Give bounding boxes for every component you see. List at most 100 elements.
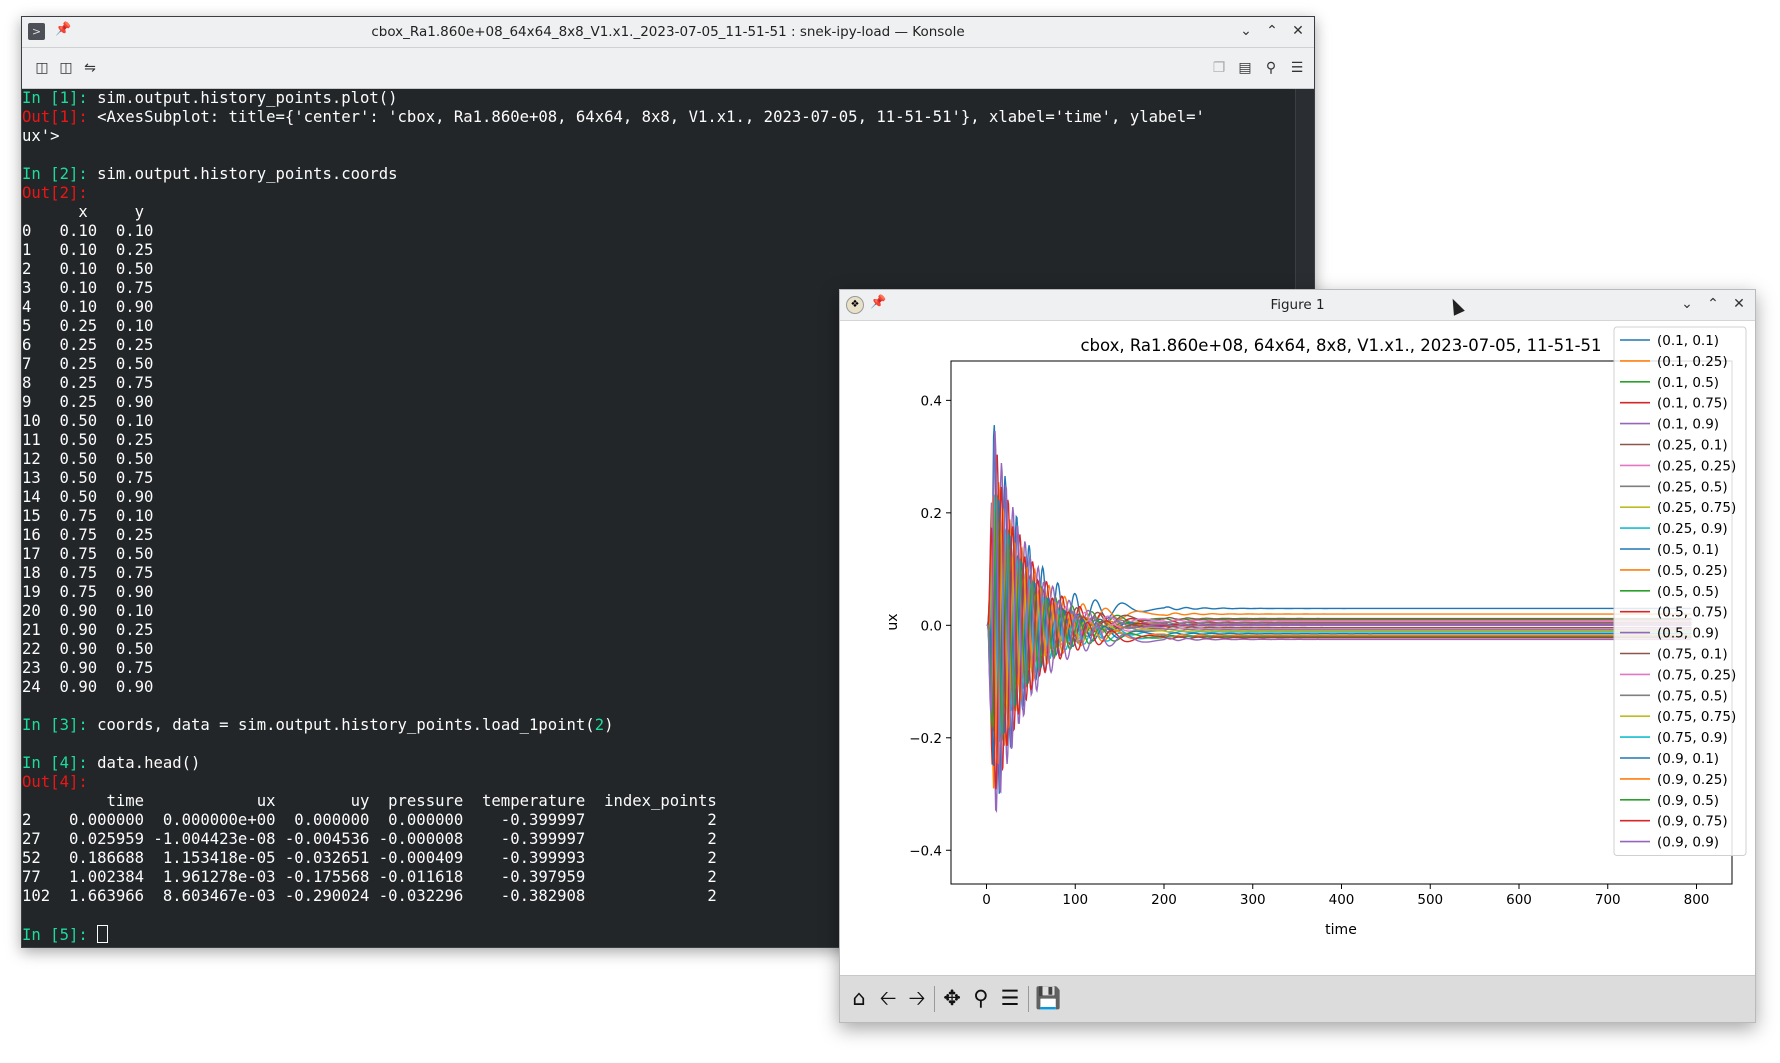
terminal-line: Out[4]: (22, 773, 1292, 792)
pin-icon[interactable]: 📌 (55, 22, 72, 37)
legend-label: (0.25, 0.25) (1657, 458, 1736, 474)
zoom-icon[interactable]: ⚲ (973, 986, 989, 1010)
terminal-text: 20 0.90 0.10 (22, 602, 154, 620)
legend-label: (0.5, 0.25) (1657, 563, 1728, 579)
series-line (986, 494, 1692, 741)
legend-label: (0.9, 0.5) (1657, 793, 1719, 809)
terminal-line: 102 1.663966 8.603467e-03 -0.290024 -0.0… (22, 887, 1292, 906)
input-prompt: In [4]: (22, 754, 88, 772)
terminal-text: 23 0.90 0.75 (22, 659, 154, 677)
save-icon[interactable]: 💾 (1035, 986, 1062, 1010)
terminal-text: 12 0.50 0.50 (22, 450, 154, 468)
input-prompt: In [1]: (22, 89, 88, 107)
home-icon[interactable]: ⌂ (852, 986, 866, 1010)
toolbar-separator (1028, 986, 1029, 1012)
maximize-icon[interactable]: ⌃ (1266, 23, 1278, 39)
terminal-text: x y (22, 203, 145, 221)
settings-icon[interactable]: ⇋ (84, 60, 96, 76)
terminal-line: ux'> (22, 127, 1292, 146)
terminal-app-icon: > (28, 23, 45, 40)
legend-label: (0.75, 0.1) (1657, 647, 1728, 663)
x-tick-label: 200 (1151, 892, 1177, 908)
minimize-icon[interactable]: ⌄ (1681, 296, 1693, 312)
copy-icon[interactable]: ❐ (1212, 60, 1226, 76)
series-line (986, 486, 1692, 790)
y-tick-label: 0.4 (921, 393, 942, 409)
terminal-line: 22 0.90 0.50 (22, 640, 1292, 659)
paste-icon[interactable]: ▤ (1238, 60, 1252, 76)
y-tick-label: 0.0 (921, 618, 942, 634)
terminal-line: 16 0.75 0.25 (22, 526, 1292, 545)
legend-label: (0.25, 0.1) (1657, 438, 1728, 454)
terminal-line: 6 0.25 0.25 (22, 336, 1292, 355)
output-prompt: Out[4]: (22, 773, 88, 791)
legend-label: (0.9, 0.1) (1657, 751, 1719, 767)
terminal-text: 5 0.25 0.10 (22, 317, 154, 335)
argument-number: 2 (594, 716, 605, 734)
plot-canvas[interactable]: cbox, Ra1.860e+08, 64x64, 8x8, V1.x1., 2… (840, 321, 1755, 974)
back-arrow-icon[interactable]: 🡠 (879, 986, 897, 1010)
terminal-line: 77 1.002384 1.961278e-03 -0.175568 -0.01… (22, 868, 1292, 887)
terminal-line: 23 0.90 0.75 (22, 659, 1292, 678)
terminal-text: 21 0.90 0.25 (22, 621, 154, 639)
pin-icon[interactable]: 📌 (870, 295, 887, 310)
terminal-line: 4 0.10 0.90 (22, 298, 1292, 317)
konsole-toolbar: ◫ ◫ ⇋ ❐ ▤ ⚲ ☰ (22, 48, 1314, 89)
input-prompt: In [3]: (22, 716, 88, 734)
x-tick-label: 300 (1240, 892, 1266, 908)
matplotlib-toolbar: ⌂ 🡠 🡢 ✥ ⚲ ☰ 💾 (840, 975, 1755, 1022)
terminal-text: 16 0.75 0.25 (22, 526, 154, 544)
terminal-line: 21 0.90 0.25 (22, 621, 1292, 640)
legend-label: (0.1, 0.9) (1657, 417, 1719, 433)
figure-titlebar[interactable]: ❖ 📌 Figure 1 ⌄ ⌃ ✕ (840, 290, 1755, 321)
close-icon[interactable]: ✕ (1292, 23, 1304, 39)
legend-label: (0.9, 0.25) (1657, 772, 1728, 788)
terminal-text: 0 0.10 0.10 (22, 222, 154, 240)
x-tick-label: 0 (982, 892, 991, 908)
terminal-line: In [2]: sim.output.history_points.coords (22, 165, 1292, 184)
pan-icon[interactable]: ✥ (943, 986, 961, 1010)
legend-label: (0.75, 0.75) (1657, 709, 1736, 725)
terminal-line: In [4]: data.head() (22, 754, 1292, 773)
x-tick-label: 700 (1595, 892, 1621, 908)
terminal-text: 8 0.25 0.75 (22, 374, 154, 392)
terminal-line: 8 0.25 0.75 (22, 374, 1292, 393)
terminal-line: In [3]: coords, data = sim.output.histor… (22, 716, 1292, 735)
minimize-icon[interactable]: ⌄ (1240, 23, 1252, 39)
terminal-text: ) (604, 716, 614, 734)
configure-subplots-icon[interactable]: ☰ (1000, 986, 1020, 1010)
x-axis-label: time (1325, 922, 1357, 938)
forward-arrow-icon[interactable]: 🡢 (908, 986, 926, 1010)
find-icon[interactable]: ⚲ (1265, 60, 1277, 76)
y-tick-label: −0.2 (909, 731, 942, 747)
figure-window[interactable]: ❖ 📌 Figure 1 ⌄ ⌃ ✕ cbox, Ra1.860e+08, 64… (839, 289, 1756, 1023)
terminal-text: sim.output.history_points.coords (87, 165, 398, 183)
y-tick-label: 0.2 (921, 506, 942, 522)
hamburger-menu-icon[interactable]: ☰ (1290, 60, 1304, 76)
maximize-icon[interactable]: ⌃ (1707, 296, 1719, 312)
legend: (0.1, 0.1) (0.1, 0.25) (0.1, 0.5) (0.1, 0.7… (1613, 326, 1747, 856)
legend-label: (0.5, 0.5) (1657, 584, 1719, 600)
input-prompt: In [2]: (22, 165, 88, 183)
konsole-titlebar[interactable]: > 📌 cbox_Ra1.860e+08_64x64_8x8_V1.x1._20… (22, 17, 1314, 48)
terminal-text: ux'> (22, 127, 60, 145)
series-line (986, 519, 1692, 748)
terminal-line: 5 0.25 0.10 (22, 317, 1292, 336)
new-tab-icon[interactable]: ◫ (35, 60, 49, 76)
terminal-output[interactable]: In [1]: sim.output.history_points.plot()… (22, 89, 1292, 947)
terminal-line: 7 0.25 0.50 (22, 355, 1292, 374)
terminal-text: 52 0.186688 1.153418e-05 -0.032651 -0.00… (22, 849, 717, 867)
x-tick-label: 500 (1417, 892, 1443, 908)
split-view-icon[interactable]: ◫ (59, 60, 73, 76)
terminal-text (88, 926, 97, 944)
terminal-line: 2 0.10 0.50 (22, 260, 1292, 279)
figure-window-title: Figure 1 (1270, 297, 1325, 313)
series-line (986, 481, 1692, 789)
terminal-text: 9 0.25 0.90 (22, 393, 154, 411)
legend-label: (0.25, 0.9) (1657, 521, 1728, 537)
text-cursor[interactable] (97, 925, 109, 943)
y-tick-label: −0.4 (909, 843, 942, 859)
terminal-line: In [1]: sim.output.history_points.plot() (22, 89, 1292, 108)
close-icon[interactable]: ✕ (1733, 296, 1745, 312)
terminal-text: 10 0.50 0.10 (22, 412, 154, 430)
